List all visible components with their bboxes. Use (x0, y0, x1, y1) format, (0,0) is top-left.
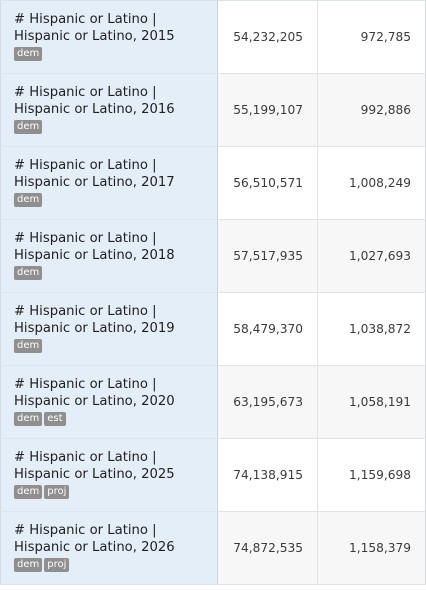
tag-badge: dem (14, 412, 43, 426)
value-cell-1: 54,232,205 (218, 1, 318, 73)
row-label-line2: Hispanic or Latino, 2018 (14, 247, 175, 263)
table-row: # Hispanic or Latino | Hispanic or Latino… (0, 439, 426, 512)
tag-badge: est (44, 412, 66, 426)
row-label-cell: # Hispanic or Latino | Hispanic or Latino… (0, 74, 218, 146)
value-cell-1: 57,517,935 (218, 220, 318, 292)
value-cell-2: 1,158,379 (318, 512, 426, 584)
row-tags: dem (14, 266, 217, 280)
row-tags: dem proj (14, 485, 217, 499)
row-label-line1: # Hispanic or Latino | (14, 158, 157, 173)
row-label-line1: # Hispanic or Latino | (14, 85, 157, 100)
value-cell-1: 63,195,673 (218, 366, 318, 438)
row-label-line1: # Hispanic or Latino | (14, 377, 157, 392)
row-label-cell: # Hispanic or Latino | Hispanic or Latino… (0, 220, 218, 292)
value-cell-2: 1,058,191 (318, 366, 426, 438)
row-tags: dem proj (14, 558, 217, 572)
tag-badge: dem (14, 266, 43, 280)
tag-badge: dem (14, 339, 43, 353)
tag-badge: dem (14, 558, 43, 572)
row-label-line2: Hispanic or Latino, 2015 (14, 28, 175, 44)
value-cell-1: 74,138,915 (218, 439, 318, 511)
row-tags: dem (14, 47, 217, 61)
table-row: # Hispanic or Latino | Hispanic or Latino… (0, 512, 426, 585)
row-label-line1: # Hispanic or Latino | (14, 12, 157, 27)
row-label-line1: # Hispanic or Latino | (14, 523, 157, 538)
value-cell-2: 1,008,249 (318, 147, 426, 219)
value-cell-1: 74,872,535 (218, 512, 318, 584)
row-label-cell: # Hispanic or Latino | Hispanic or Latino… (0, 293, 218, 365)
row-label-line2: Hispanic or Latino, 2020 (14, 393, 175, 409)
table-row: # Hispanic or Latino | Hispanic or Latino… (0, 220, 426, 293)
row-label-cell: # Hispanic or Latino | Hispanic or Latino… (0, 147, 218, 219)
row-label-line2: Hispanic or Latino, 2016 (14, 101, 175, 117)
tag-badge: proj (44, 558, 70, 572)
tag-badge: proj (44, 485, 70, 499)
row-label-line2: Hispanic or Latino, 2017 (14, 174, 175, 190)
row-label-cell: # Hispanic or Latino | Hispanic or Latino… (0, 512, 218, 584)
value-cell-1: 55,199,107 (218, 74, 318, 146)
row-label-line1: # Hispanic or Latino | (14, 231, 157, 246)
value-cell-1: 56,510,571 (218, 147, 318, 219)
tag-badge: dem (14, 120, 43, 134)
value-cell-1: 58,479,370 (218, 293, 318, 365)
tag-badge: dem (14, 193, 43, 207)
value-cell-2: 992,886 (318, 74, 426, 146)
value-cell-2: 1,038,872 (318, 293, 426, 365)
value-cell-2: 1,027,693 (318, 220, 426, 292)
tag-badge: dem (14, 485, 43, 499)
row-label-line2: Hispanic or Latino, 2019 (14, 320, 175, 336)
row-tags: dem (14, 339, 217, 353)
table-row: # Hispanic or Latino | Hispanic or Latino… (0, 74, 426, 147)
table-row: # Hispanic or Latino | Hispanic or Latino… (0, 366, 426, 439)
row-tags: dem est (14, 412, 217, 426)
row-label-line1: # Hispanic or Latino | (14, 304, 157, 319)
value-cell-2: 972,785 (318, 1, 426, 73)
value-cell-2: 1,159,698 (318, 439, 426, 511)
row-label-line2: Hispanic or Latino, 2026 (14, 539, 175, 555)
table-row: # Hispanic or Latino | Hispanic or Latino… (0, 1, 426, 74)
row-label-line1: # Hispanic or Latino | (14, 450, 157, 465)
row-tags: dem (14, 120, 217, 134)
row-tags: dem (14, 193, 217, 207)
table-row: # Hispanic or Latino | Hispanic or Latino… (0, 147, 426, 220)
row-label-line2: Hispanic or Latino, 2025 (14, 466, 175, 482)
table-row: # Hispanic or Latino | Hispanic or Latino… (0, 293, 426, 366)
row-label-cell: # Hispanic or Latino | Hispanic or Latino… (0, 1, 218, 73)
row-label-cell: # Hispanic or Latino | Hispanic or Latino… (0, 439, 218, 511)
tag-badge: dem (14, 47, 43, 61)
row-label-cell: # Hispanic or Latino | Hispanic or Latino… (0, 366, 218, 438)
